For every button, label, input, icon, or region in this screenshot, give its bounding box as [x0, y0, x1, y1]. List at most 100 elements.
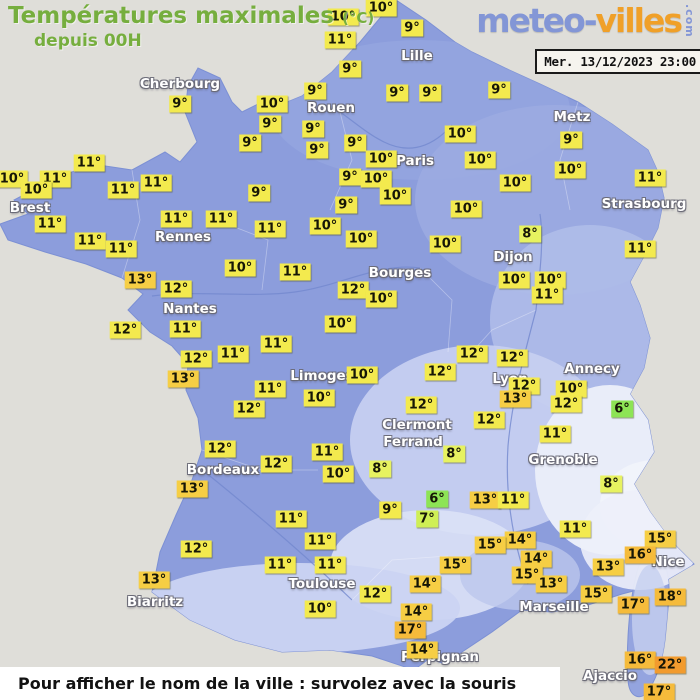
temp-badge: 15° — [474, 536, 506, 554]
temp-badge: 10° — [346, 366, 378, 384]
temp-badge: 9° — [239, 134, 261, 152]
temp-badge: 11° — [160, 210, 192, 228]
temp-badge: 9° — [306, 141, 328, 159]
city-label: Nantes — [163, 301, 217, 317]
footer-band — [0, 667, 560, 700]
temp-badge: 9° — [386, 84, 408, 102]
temp-badge: 11° — [260, 335, 292, 353]
temp-badge: 12° — [233, 400, 265, 418]
temp-badge: 6° — [426, 490, 448, 508]
temp-badge: 11° — [105, 240, 137, 258]
temp-badge: 11° — [254, 380, 286, 398]
temp-badge: 14° — [406, 641, 438, 659]
temp-badge: 13° — [535, 575, 567, 593]
temp-badge: 10° — [464, 151, 496, 169]
temp-badge: 9° — [488, 81, 510, 99]
temp-badge: 13° — [499, 390, 531, 408]
temp-badge: 11° — [304, 532, 336, 550]
temp-badge: 10° — [360, 170, 392, 188]
city-label: Metz — [553, 109, 591, 125]
temp-badge: 17° — [617, 596, 649, 614]
city-label: Lille — [401, 48, 433, 64]
temp-badge: 10° — [365, 0, 397, 17]
temp-badge: 16° — [624, 651, 656, 669]
temp-badge: 11° — [275, 510, 307, 528]
temp-badge: 10° — [20, 181, 52, 199]
temp-badge: 18° — [654, 588, 686, 606]
temp-badge: 14° — [409, 575, 441, 593]
temp-badge: 11° — [559, 520, 591, 538]
temp-badge: 11° — [634, 169, 666, 187]
temp-badge: 13° — [176, 480, 208, 498]
temp-badge: 9° — [335, 196, 357, 214]
temp-badge: 12° — [550, 395, 582, 413]
temp-badge: 9° — [259, 115, 281, 133]
temp-badge: 9° — [379, 501, 401, 519]
temp-badge: 11° — [74, 232, 106, 250]
temp-badge: 15° — [511, 566, 543, 584]
temp-badge: 11° — [140, 174, 172, 192]
temp-badge: 11° — [205, 210, 237, 228]
temp-badge: 12° — [496, 349, 528, 367]
temp-badge: 10° — [555, 380, 587, 398]
temp-badge: 14° — [400, 603, 432, 621]
logo-meteo: meteo- — [476, 1, 597, 40]
temp-badge: 11° — [107, 181, 139, 199]
temp-badge: 12° — [160, 280, 192, 298]
temp-badge: 10° — [322, 465, 354, 483]
temp-badge: 12° — [456, 345, 488, 363]
city-label: Cherbourg — [139, 76, 221, 92]
temp-badge: 9° — [302, 120, 324, 138]
city-label: Bordeaux — [186, 462, 260, 478]
temp-badge: 9° — [339, 168, 361, 186]
temp-badge: 14° — [520, 550, 552, 568]
city-label: Strasbourg — [601, 196, 687, 212]
title-unit: (°C) — [342, 9, 375, 27]
city-label: Toulouse — [288, 576, 356, 592]
page-subtitle: depuis 00H — [34, 31, 142, 51]
temp-badge: 8° — [369, 460, 391, 478]
temp-badge: 10° — [309, 217, 341, 235]
temp-badge: 10° — [365, 150, 397, 168]
logo-com: .com — [683, 4, 696, 38]
temp-badge: 8° — [600, 475, 622, 493]
temp-badge: 10° — [224, 259, 256, 277]
temp-badge: 13° — [469, 491, 501, 509]
city-label: Ferrand — [383, 434, 443, 450]
temp-badge: 10° — [365, 290, 397, 308]
temp-badge: 17° — [394, 621, 426, 639]
footer-hint: Pour afficher le nom de la ville : survo… — [18, 674, 517, 693]
temp-badge: 10° — [498, 271, 530, 289]
temp-badge: 10° — [429, 235, 461, 253]
temp-badge: 12° — [204, 440, 236, 458]
meteo-villes-logo[interactable]: meteo-villes .com — [476, 1, 696, 40]
temp-badge: 17° — [643, 683, 675, 700]
temp-badge: 7° — [416, 510, 438, 528]
temp-badge: 13° — [138, 571, 170, 589]
city-label: Biarritz — [126, 594, 184, 610]
temp-badge: 11° — [311, 443, 343, 461]
temp-badge: 11° — [264, 556, 296, 574]
temp-badge: 13° — [124, 271, 156, 289]
temp-badge: 10° — [256, 95, 288, 113]
temp-badge: 11° — [539, 425, 571, 443]
temp-badge: 6° — [611, 400, 633, 418]
temp-badge: 16° — [624, 546, 656, 564]
temp-badge: 10° — [304, 600, 336, 618]
temp-badge: 11° — [324, 31, 356, 49]
temp-badge: 9° — [344, 134, 366, 152]
temp-badge: 11° — [624, 240, 656, 258]
temp-badge: 11° — [254, 220, 286, 238]
temp-badge: 10° — [0, 170, 28, 188]
temp-badge: 9° — [560, 131, 582, 149]
city-label: Annecy — [564, 361, 620, 377]
temp-badge: 11° — [217, 345, 249, 363]
city-label: Grenoble — [528, 452, 598, 468]
temp-badge: 10° — [345, 230, 377, 248]
header: Températures maximales (°C) depuis 00H — [8, 3, 374, 51]
city-label: Clermont — [382, 417, 452, 433]
temp-badge: 11° — [34, 215, 66, 233]
city-label: Nice — [651, 554, 685, 570]
